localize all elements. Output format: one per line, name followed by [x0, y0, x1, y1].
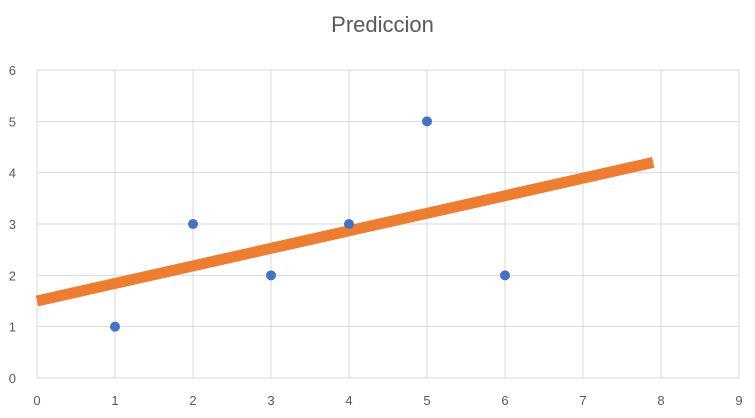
x-tick-label-1: 1	[111, 393, 118, 408]
data-point-5	[500, 270, 510, 281]
x-tick-label-4: 4	[345, 393, 352, 408]
x-tick-label-7: 7	[579, 393, 586, 408]
x-tick-label-5: 5	[423, 393, 430, 408]
chart-title: Prediccion	[331, 12, 434, 37]
trend-line-group	[35, 157, 655, 307]
x-tick-label-2: 2	[189, 393, 196, 408]
tick-labels: 0 1 2 3 4 5 6 7 8 9 0 1 2 3 4 5 6	[9, 63, 743, 408]
data-point-4	[422, 116, 432, 127]
y-tick-label-4: 4	[9, 166, 16, 181]
y-tick-label-5: 5	[9, 114, 16, 129]
data-point-1	[188, 219, 198, 229]
y-tick-label-2: 2	[9, 268, 16, 283]
x-tick-label-3: 3	[267, 393, 274, 408]
data-points	[110, 116, 510, 332]
x-tick-label-8: 8	[657, 393, 664, 408]
y-tick-label-1: 1	[9, 320, 16, 335]
y-tick-label-3: 3	[9, 217, 16, 232]
x-tick-label-6: 6	[501, 393, 508, 408]
x-tick-label-0: 0	[33, 393, 40, 408]
y-tick-label-6: 6	[9, 63, 16, 78]
x-tick-label-9: 9	[735, 393, 742, 408]
data-point-3	[344, 219, 354, 229]
y-tick-label-0: 0	[9, 371, 16, 386]
data-point-2	[266, 270, 276, 281]
trend-line	[35, 157, 655, 307]
data-point-0	[110, 321, 120, 332]
